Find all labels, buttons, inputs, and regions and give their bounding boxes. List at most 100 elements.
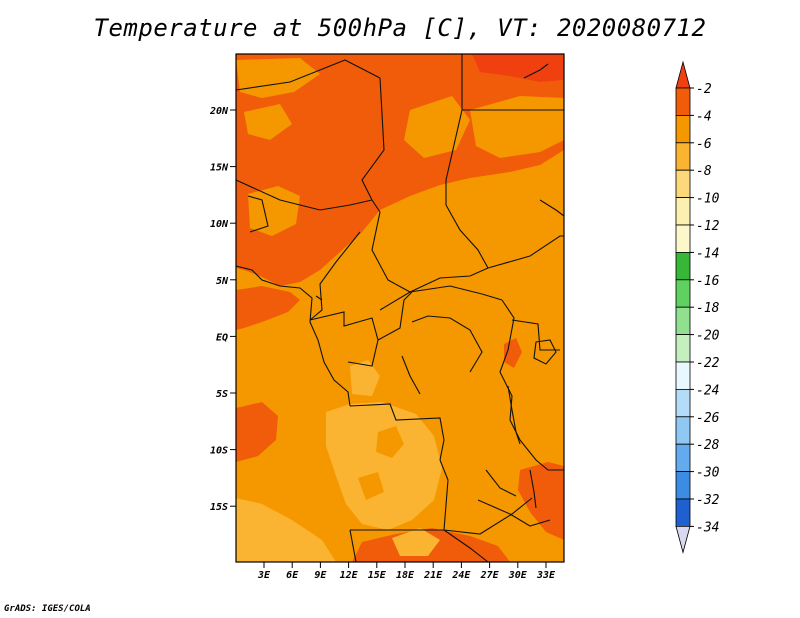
field-band-minus6-central [326, 402, 442, 530]
colorbar-segment [675, 471, 691, 500]
field-band-minus2-southeast [518, 462, 564, 540]
colorbar-label: -28 [696, 438, 720, 453]
field-island-north-4 [470, 96, 564, 158]
border-niger-nigeria [236, 179, 373, 211]
colorbar-label: -18 [696, 301, 720, 316]
lon-tick-label: 12E [340, 570, 359, 581]
border-drc-east [499, 299, 521, 441]
border-drc-zambia [443, 497, 533, 535]
lon-tick-label: 24E [451, 570, 471, 581]
border-zambia-mozambique [477, 499, 551, 527]
border-libya-chad [361, 77, 385, 213]
lon-tick-label: 30E [508, 570, 528, 581]
lon-tick-label: 9E [314, 570, 327, 581]
coastline-west [236, 265, 351, 407]
coastline-gulf-islands [315, 295, 323, 301]
lon-tick-label: 3E [257, 570, 271, 581]
river-zambezi [485, 469, 517, 497]
colorbar-segment [675, 498, 691, 527]
field-spot-2 [358, 472, 384, 500]
river-kasai [401, 355, 421, 395]
colorbar-label: -2 [696, 82, 712, 97]
border-nigeria-cameroon [309, 231, 361, 321]
lat-tick-label: 15N [210, 163, 229, 174]
temperature-field [236, 54, 564, 562]
colorbar-segment [675, 443, 691, 473]
colorbar-segment [675, 142, 691, 171]
colorbar-label: -6 [696, 137, 712, 152]
border-gabon-congo [309, 311, 379, 367]
field-band-minus6-coast [350, 360, 380, 396]
grads-credit: GrADS: IGES/COLA [4, 604, 91, 614]
colorbar-label: -34 [696, 520, 719, 535]
field-band-minus6-west [236, 498, 336, 562]
colorbar-top-arrow [675, 60, 691, 89]
border-car-drc [379, 285, 503, 311]
colorbar-segment [675, 279, 691, 308]
country-borders [236, 54, 564, 562]
lon-tick-label: 6E [286, 570, 299, 581]
lat-tick-label: 20N [209, 106, 229, 117]
colorbar-label: -8 [696, 164, 712, 179]
colorbar-label: -10 [696, 192, 720, 207]
border-drc-angola [349, 403, 445, 461]
colorbar-label: -4 [696, 109, 712, 124]
border-ethiopia [539, 199, 564, 217]
colorbar-label: -14 [696, 246, 719, 261]
border-botswana [443, 529, 489, 562]
field-band-minus2-gulf [236, 286, 300, 330]
redsea-coast [523, 63, 549, 79]
field-island-north-3 [404, 96, 470, 158]
colorbar-segment [675, 251, 691, 281]
lat-tick-label: 5N [216, 276, 229, 287]
field-warm-corner [472, 54, 564, 82]
lon-tick-label: 27E [480, 570, 500, 581]
colorbar-label: -16 [696, 274, 720, 289]
border-tanzania [519, 439, 564, 471]
lake-malawi [529, 469, 537, 509]
colorbar-bottom-arrow [675, 526, 691, 554]
colorbar: -2 -4 -6 -8 -10 -12 -14 -16 -18 -20 -22 -24 -26 -28 -3… [675, 60, 720, 554]
field-band-minus2-southwest [236, 402, 278, 462]
colorbar-segment [675, 87, 691, 116]
border-uganda-kenya [511, 319, 560, 351]
colorbar-label: -26 [696, 411, 720, 426]
river-congo [411, 315, 483, 373]
border-sudan-southsudan [487, 235, 564, 269]
colorbar-segment [675, 115, 691, 144]
latitude-axis: 20N 15N 10N 5N EQ 5S 10S 15S [209, 106, 236, 513]
colorbar-label: -32 [696, 493, 720, 508]
colorbar-label: -22 [696, 356, 720, 371]
lat-tick-label: EQ [216, 332, 228, 343]
lon-tick-label: 18E [396, 570, 415, 581]
lon-tick-label: 15E [368, 570, 387, 581]
lake-victoria [533, 339, 557, 365]
colorbar-label: -12 [696, 219, 720, 234]
border-sahara-west [236, 59, 381, 91]
field-island-north-2 [244, 104, 292, 140]
border-namibia [349, 529, 357, 562]
colorbar-segment [675, 306, 691, 336]
colorbar-segment [675, 388, 691, 418]
longitude-axis: 3E 6E 9E 12E 15E 18E 21E 24E 27E 30E 33E [257, 562, 556, 581]
field-band-minus6-south [392, 528, 440, 556]
lat-tick-label: 10S [210, 446, 228, 457]
field-island-north-1 [236, 58, 320, 98]
lon-tick-label: 21E [423, 570, 443, 581]
map-frame [235, 53, 565, 563]
colorbar-segment [675, 224, 691, 253]
field-spot-1 [376, 426, 404, 458]
lat-tick-label: 5S [216, 389, 228, 400]
border-libya-sudan [445, 109, 463, 205]
colorbar-segment [675, 416, 691, 445]
colorbar-label: -20 [696, 329, 720, 344]
colorbar-segment [675, 334, 691, 363]
colorbar-segment [675, 169, 691, 198]
border-angola-zambia [350, 459, 449, 531]
lat-tick-label: 15S [210, 502, 228, 513]
lon-tick-label: 33E [536, 570, 556, 581]
field-island-northwest [248, 186, 300, 236]
colorbar-segment [675, 361, 691, 390]
colorbar-label: -30 [696, 466, 720, 481]
chart-title: Temperature at 500hPa [C], VT: 202008071… [93, 14, 707, 42]
